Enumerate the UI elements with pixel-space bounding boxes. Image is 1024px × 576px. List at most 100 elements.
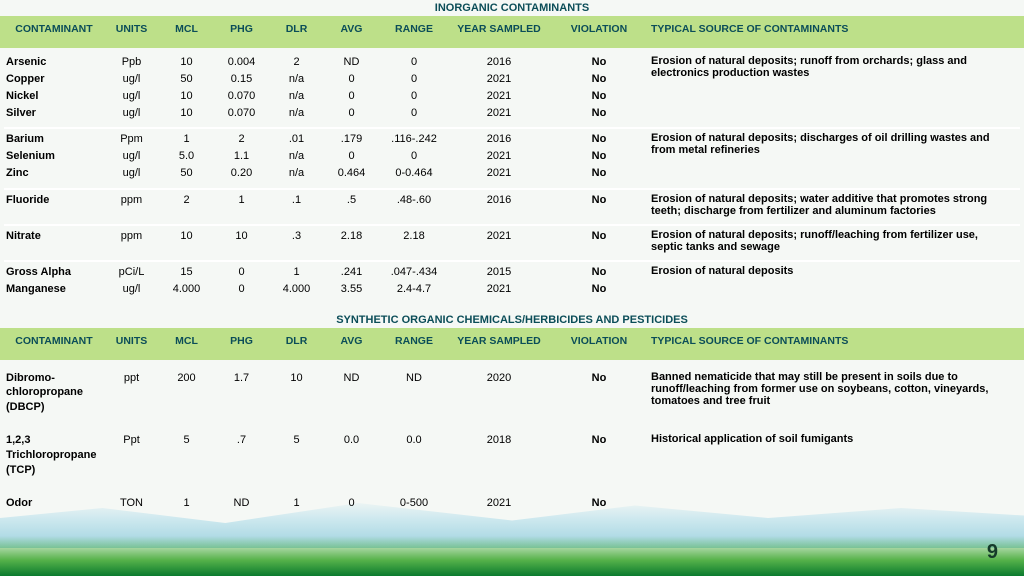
avg-cell: .179: [324, 131, 379, 148]
range-cell: 0.0: [379, 432, 449, 479]
table-row-group: ArsenicPpb100.0042ND02016NoCopperug/l500…: [4, 52, 1020, 129]
col-violation: VIOLATION: [549, 334, 649, 348]
contaminant-cell: Gross Alpha: [4, 264, 104, 281]
table-row-group: BariumPpm12.01.179.116-.2422016NoSeleniu…: [4, 129, 1020, 190]
range-cell: ND: [379, 370, 449, 417]
violation-cell: No: [549, 54, 649, 71]
table-row-group: OdorTON1ND100-5002021No: [4, 489, 1020, 522]
source-cell: Historical application of soil fumigants: [649, 432, 1009, 479]
phg-cell: 0.004: [214, 54, 269, 71]
range-cell: 0: [379, 148, 449, 165]
table-row: Gross AlphapCi/L1501.241.047-.4342015No: [4, 264, 649, 281]
dlr-cell: n/a: [269, 105, 324, 122]
year-cell: 2021: [449, 165, 549, 182]
source-cell: Erosion of natural deposits: [649, 264, 1009, 298]
dlr-cell: .01: [269, 131, 324, 148]
violation-cell: No: [549, 105, 649, 122]
mcl-cell: 5.0: [159, 148, 214, 165]
col-phg: PHG: [214, 334, 269, 348]
phg-cell: .7: [214, 432, 269, 479]
source-cell: Erosion of natural deposits; water addit…: [649, 192, 1009, 218]
table-row: Dibromo-chloropropane (DBCP)ppt2001.710N…: [4, 370, 649, 417]
table-row: Nickelug/l100.070n/a002021No: [4, 88, 649, 105]
contaminant-cell: Manganese: [4, 281, 104, 298]
avg-cell: ND: [324, 370, 379, 417]
table-row: ArsenicPpb100.0042ND02016No: [4, 54, 649, 71]
contaminant-cell: Zinc: [4, 165, 104, 182]
table2-title: SYNTHETIC ORGANIC CHEMICALS/HERBICIDES A…: [0, 312, 1024, 328]
mcl-cell: 4.000: [159, 281, 214, 298]
phg-cell: 1.7: [214, 370, 269, 417]
mcl-cell: 10: [159, 228, 214, 245]
year-cell: 2021: [449, 148, 549, 165]
year-cell: 2016: [449, 192, 549, 209]
units-cell: ug/l: [104, 281, 159, 298]
avg-cell: 0: [324, 148, 379, 165]
mcl-cell: 1: [159, 131, 214, 148]
phg-cell: ND: [214, 495, 269, 512]
avg-cell: 0: [324, 105, 379, 122]
source-cell: Erosion of natural deposits; runoff from…: [649, 54, 1009, 121]
table1: INORGANIC CONTAMINANTS CONTAMINANT UNITS…: [0, 0, 1024, 312]
table-row: 1,2,3 Trichloropropane (TCP)Ppt5.750.00.…: [4, 432, 649, 479]
table1-header: CONTAMINANT UNITS MCL PHG DLR AVG RANGE …: [0, 16, 1024, 48]
units-cell: Ppt: [104, 432, 159, 479]
range-cell: 0: [379, 54, 449, 71]
avg-cell: 2.18: [324, 228, 379, 245]
mcl-cell: 2: [159, 192, 214, 209]
range-cell: 0: [379, 105, 449, 122]
year-cell: 2021: [449, 88, 549, 105]
year-cell: 2016: [449, 54, 549, 71]
year-cell: 2015: [449, 264, 549, 281]
col-mcl: MCL: [159, 334, 214, 348]
avg-cell: 0.464: [324, 165, 379, 182]
table-row: Silverug/l100.070n/a002021No: [4, 105, 649, 122]
table-row-group: Nitrateppm1010.32.182.182021NoErosion of…: [4, 226, 1020, 262]
page-number: 9: [987, 541, 998, 564]
dlr-cell: n/a: [269, 71, 324, 88]
range-cell: 0: [379, 71, 449, 88]
dlr-cell: 5: [269, 432, 324, 479]
contaminant-cell: Arsenic: [4, 54, 104, 71]
phg-cell: 1.1: [214, 148, 269, 165]
range-cell: .047-.434: [379, 264, 449, 281]
units-cell: ug/l: [104, 71, 159, 88]
table-row: BariumPpm12.01.179.116-.2422016No: [4, 131, 649, 148]
contaminant-cell: Selenium: [4, 148, 104, 165]
avg-cell: 0: [324, 88, 379, 105]
year-cell: 2021: [449, 495, 549, 512]
avg-cell: 0: [324, 71, 379, 88]
contaminant-cell: Nickel: [4, 88, 104, 105]
col-range: RANGE: [379, 22, 449, 36]
table-row-group: Dibromo-chloropropane (DBCP)ppt2001.710N…: [4, 364, 1020, 427]
mcl-cell: 15: [159, 264, 214, 281]
col-units: UNITS: [104, 334, 159, 348]
col-source: TYPICAL SOURCE OF CONTAMINANTS: [649, 334, 1009, 348]
mcl-cell: 50: [159, 165, 214, 182]
contaminant-cell: Dibromo-chloropropane (DBCP): [4, 370, 104, 417]
violation-cell: No: [549, 192, 649, 209]
range-cell: 2.4-4.7: [379, 281, 449, 298]
table-row: Seleniumug/l5.01.1n/a002021No: [4, 148, 649, 165]
phg-cell: 0: [214, 264, 269, 281]
source-cell: Erosion of natural deposits; runoff/leac…: [649, 228, 1009, 254]
col-units: UNITS: [104, 22, 159, 36]
source-cell: [649, 495, 1009, 512]
table1-body: ArsenicPpb100.0042ND02016NoCopperug/l500…: [0, 48, 1024, 312]
violation-cell: No: [549, 264, 649, 281]
table-row: Fluorideppm21.1.5.48-.602016No: [4, 192, 649, 209]
phg-cell: 0.15: [214, 71, 269, 88]
avg-cell: ND: [324, 54, 379, 71]
mcl-cell: 10: [159, 88, 214, 105]
dlr-cell: 1: [269, 495, 324, 512]
avg-cell: 3.55: [324, 281, 379, 298]
units-cell: Ppm: [104, 131, 159, 148]
dlr-cell: 2: [269, 54, 324, 71]
phg-cell: 10: [214, 228, 269, 245]
units-cell: ug/l: [104, 88, 159, 105]
contaminant-cell: Copper: [4, 71, 104, 88]
avg-cell: 0.0: [324, 432, 379, 479]
contaminant-cell: Barium: [4, 131, 104, 148]
dlr-cell: n/a: [269, 165, 324, 182]
mcl-cell: 1: [159, 495, 214, 512]
